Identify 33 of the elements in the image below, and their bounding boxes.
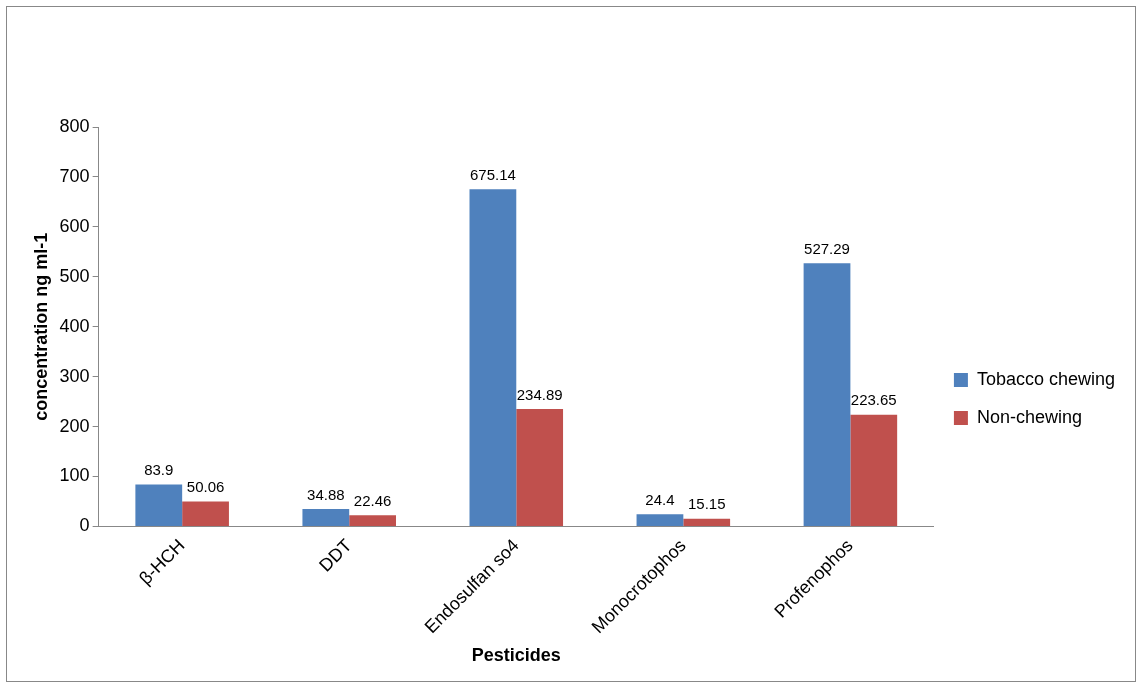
bar: [850, 414, 898, 526]
bar: [803, 263, 851, 526]
bar: [302, 508, 350, 526]
data-label: 22.46: [353, 491, 392, 509]
y-tick-label: 500: [59, 265, 90, 286]
bar: [135, 484, 183, 526]
y-tick-label: 700: [59, 165, 90, 186]
y-axis-title: concentration ng ml-1: [30, 232, 51, 421]
y-tick-label: 600: [59, 215, 90, 236]
data-label: 24.4: [645, 490, 675, 508]
bar: [516, 409, 564, 526]
y-tick-label: 100: [59, 465, 90, 486]
y-tick-label: 800: [59, 115, 90, 136]
x-axis-title: Pesticides: [471, 645, 561, 666]
y-tick-label: 0: [79, 515, 90, 536]
legend-label: Tobacco chewing: [976, 368, 1116, 389]
data-label: 234.89: [516, 385, 563, 403]
y-tick-label: 300: [59, 365, 90, 386]
bar: [683, 518, 731, 526]
data-label: 15.15: [687, 495, 726, 513]
data-label: 675.14: [469, 165, 516, 183]
y-tick-label: 400: [59, 315, 90, 336]
bar: [636, 514, 684, 526]
data-label: 527.29: [804, 239, 850, 257]
y-tick-label: 200: [59, 415, 90, 436]
legend-label: Non-chewing: [976, 406, 1082, 427]
data-label: 223.65: [850, 391, 897, 409]
data-label: 34.88: [307, 485, 345, 503]
bar: [349, 515, 396, 526]
bar: [182, 501, 229, 526]
bar: [469, 189, 517, 526]
data-label: 83.9: [144, 461, 174, 479]
data-label: 50.06: [186, 478, 225, 496]
